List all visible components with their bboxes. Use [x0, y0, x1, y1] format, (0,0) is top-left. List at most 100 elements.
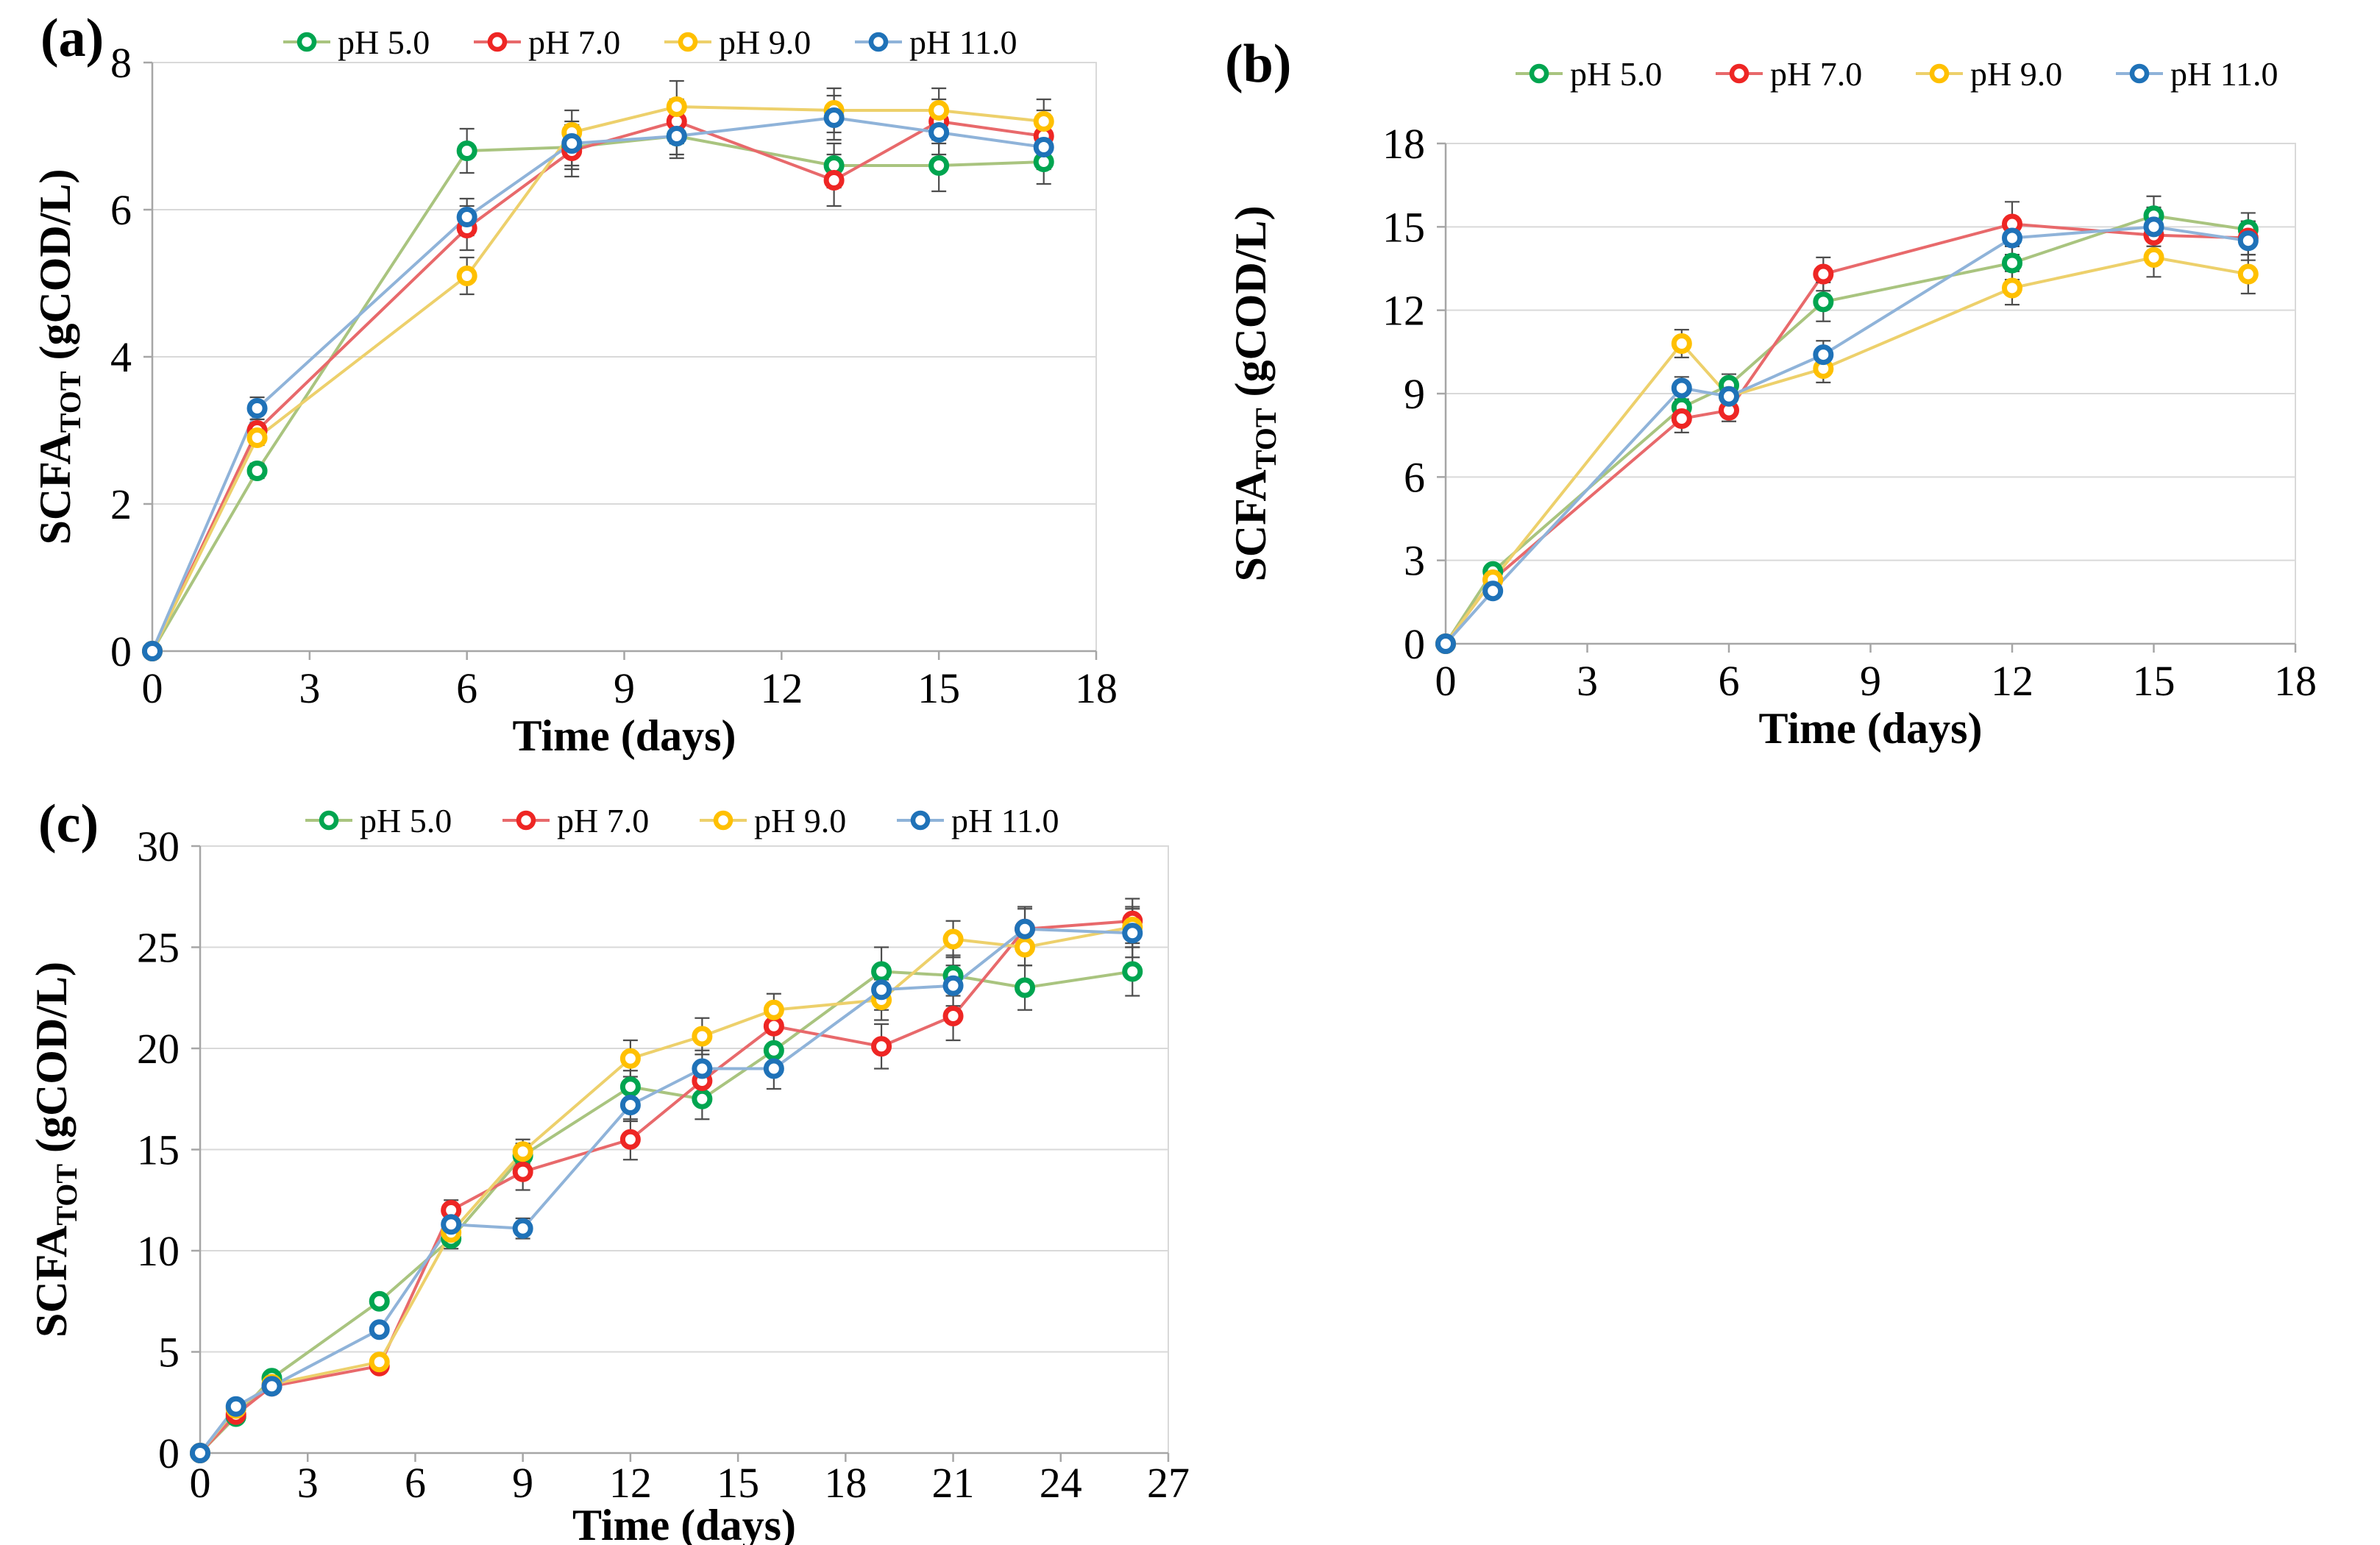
x-tick-label-18: 18 [824, 1459, 867, 1507]
y-tick-label-20: 20 [137, 1025, 180, 1073]
y-tick-label-15: 15 [137, 1126, 180, 1174]
data-point-ph-5-0-day-2 [246, 461, 268, 481]
x-tick-label-24: 24 [1040, 1459, 1082, 1507]
legend-marker-icon-ph-7-0 [487, 32, 508, 52]
error-bars-ph-11-0 [1485, 206, 2256, 597]
data-point-ph-5-0-day-15 [928, 155, 950, 176]
data-point-ph-5-0-day-19 [871, 961, 892, 982]
error-bars-ph-11-0 [228, 906, 1140, 1412]
data-point-ph-11-0-day-9 [512, 1218, 533, 1239]
legend-marker-icon-ph-9-0 [678, 32, 698, 52]
legend-item-ph-5-0: pH 5.0 [305, 802, 452, 839]
series-line-ph-7-0 [199, 919, 1133, 1455]
data-point-ph-11-0-day-10 [666, 126, 687, 146]
series-markers-ph-11-0 [142, 107, 1054, 661]
error-bars-ph-5-0 [228, 946, 1140, 1422]
series-markers-ph-5-0 [190, 961, 1143, 1463]
error-bars-ph-7-0 [228, 898, 1140, 1420]
legend-item-ph-11-0: pH 11.0 [855, 24, 1017, 61]
error-bars-ph-9-0 [1485, 237, 2256, 586]
x-tick-label-3: 3 [297, 1459, 319, 1507]
data-point-ph-11-0-day-1 [225, 1396, 246, 1417]
y-tick-label-9: 9 [1404, 370, 1425, 418]
data-point-ph-9-0-day-10 [666, 96, 687, 117]
error-bars-ph-7-0 [249, 98, 1051, 439]
legend-marker-icon-ph-11-0 [868, 32, 889, 52]
data-point-ph-11-0-day-2 [261, 1376, 283, 1397]
legend-item-ph-7-0: pH 7.0 [1716, 55, 1862, 93]
data-point-ph-11-0-day-13 [823, 107, 845, 128]
data-point-ph-5-0-day-12 [619, 1076, 641, 1098]
data-point-ph-9-0-day-15 [928, 100, 950, 121]
data-point-ph-11-0-day-12 [2002, 227, 2022, 249]
legend-marker-icon-ph-5-0 [1529, 63, 1549, 84]
chart-panel-c: (c) 0 3 6 9 12 15 18 21 24 27 0 5 10 15 20 25 30 Time (da… [0, 772, 1251, 1545]
data-point-ph-9-0-day-15 [2143, 246, 2164, 268]
data-point-ph-9-0-day-6 [456, 266, 477, 286]
data-point-ph-7-0-day-5 [1671, 408, 1692, 429]
data-point-ph-11-0-day-15 [2143, 216, 2164, 238]
y-axis-title: SCFATOT (gCOD/L) [31, 169, 87, 545]
y-tick-label-0: 0 [110, 628, 132, 675]
legend-item-ph-9-0: pH 9.0 [700, 802, 846, 839]
legend-marker-icon-ph-7-0 [516, 810, 536, 831]
y-tick-label-6: 6 [1404, 453, 1425, 501]
data-point-ph-11-0-day-8 [561, 133, 583, 154]
series-line-ph-5-0 [151, 135, 1044, 653]
data-point-ph-9-0-day-5 [1671, 333, 1692, 354]
x-tick-label-6: 6 [405, 1459, 426, 1507]
y-axis-title: SCFATOT (gCOD/L) [1226, 206, 1282, 582]
data-point-ph-11-0-day-16 [763, 1058, 784, 1079]
series-line-ph-9-0 [1444, 255, 2249, 645]
data-point-ph-9-0-day-21 [942, 928, 964, 950]
legend-marker-icon-ph-11-0 [910, 810, 931, 831]
y-axis-title: SCFATOT (gCOD/L) [27, 962, 83, 1338]
data-point-ph-7-0-day-21 [942, 1006, 964, 1026]
x-tick-label-15: 15 [717, 1459, 759, 1507]
series-markers-ph-5-0 [1435, 205, 2259, 654]
legend-label-ph-5-0: pH 5.0 [1570, 55, 1662, 93]
data-point-ph-11-0-day-5 [369, 1319, 390, 1340]
y-tick-label-10: 10 [137, 1227, 180, 1275]
x-tick-label-21: 21 [932, 1459, 975, 1507]
data-point-ph-5-0-day-6 [456, 141, 477, 161]
series-markers-ph-9-0 [142, 96, 1054, 661]
legend-marker-icon-ph-9-0 [713, 810, 733, 831]
data-point-ph-11-0-day-6 [1719, 386, 1739, 407]
error-bars-ph-5-0 [1485, 195, 2256, 578]
x-tick-label-0: 0 [190, 1459, 211, 1507]
series-markers-ph-9-0 [190, 917, 1143, 1463]
legend-label-ph-11-0: pH 11.0 [909, 24, 1017, 61]
legend-label-ph-9-0: pH 9.0 [754, 802, 846, 839]
chart-panel-a: (a) 0 3 6 9 12 15 18 0 2 4 6 8 Time (days) SCFATOT (g… [0, 0, 1184, 772]
data-point-ph-5-0-day-5 [369, 1290, 390, 1312]
data-point-ph-5-0-day-23 [1015, 977, 1036, 998]
legend-item-ph-11-0: pH 11.0 [2116, 55, 2278, 93]
legend-label-ph-9-0: pH 9.0 [1970, 55, 2062, 93]
legend-label-ph-5-0: pH 5.0 [360, 802, 452, 839]
legend-label-ph-11-0: pH 11.0 [2170, 55, 2278, 93]
x-tick-label-12: 12 [609, 1459, 652, 1507]
data-point-ph-11-0-day-8 [1813, 344, 1834, 366]
panel-label-c: (c) [38, 794, 99, 854]
data-point-ph-11-0-day-0 [190, 1443, 210, 1463]
y-tick-label-2: 2 [110, 480, 132, 528]
data-point-ph-9-0-day-14 [692, 1026, 713, 1047]
data-point-ph-9-0-day-2 [246, 427, 268, 448]
legend-item-ph-9-0: pH 9.0 [664, 24, 811, 61]
legend-label-ph-5-0: pH 5.0 [338, 24, 430, 61]
legend-marker-icon-ph-5-0 [319, 810, 339, 831]
x-tick-label-9: 9 [1860, 657, 1881, 705]
data-point-ph-11-0-day-2 [246, 398, 268, 419]
data-point-ph-7-0-day-19 [871, 1036, 892, 1057]
chart-panel-b: (b) 0 3 6 9 12 15 18 0 3 6 9 12 15 18 Time (days) SCFAT… [1192, 0, 2380, 772]
data-point-ph-11-0-day-12 [619, 1095, 641, 1115]
legend-item-ph-5-0: pH 5.0 [1516, 55, 1662, 93]
legend-item-ph-7-0: pH 7.0 [502, 802, 649, 839]
series-line-ph-7-0 [151, 120, 1045, 652]
series-line-ph-5-0 [199, 970, 1133, 1455]
data-point-ph-11-0-day-19 [871, 979, 892, 1001]
chart-c-svg: 0 3 6 9 12 15 18 21 24 27 0 5 10 15 20 25 30 Time (days) S… [27, 802, 1190, 1545]
series-line-ph-9-0 [151, 105, 1044, 652]
legend-marker-icon-ph-11-0 [2129, 63, 2150, 84]
